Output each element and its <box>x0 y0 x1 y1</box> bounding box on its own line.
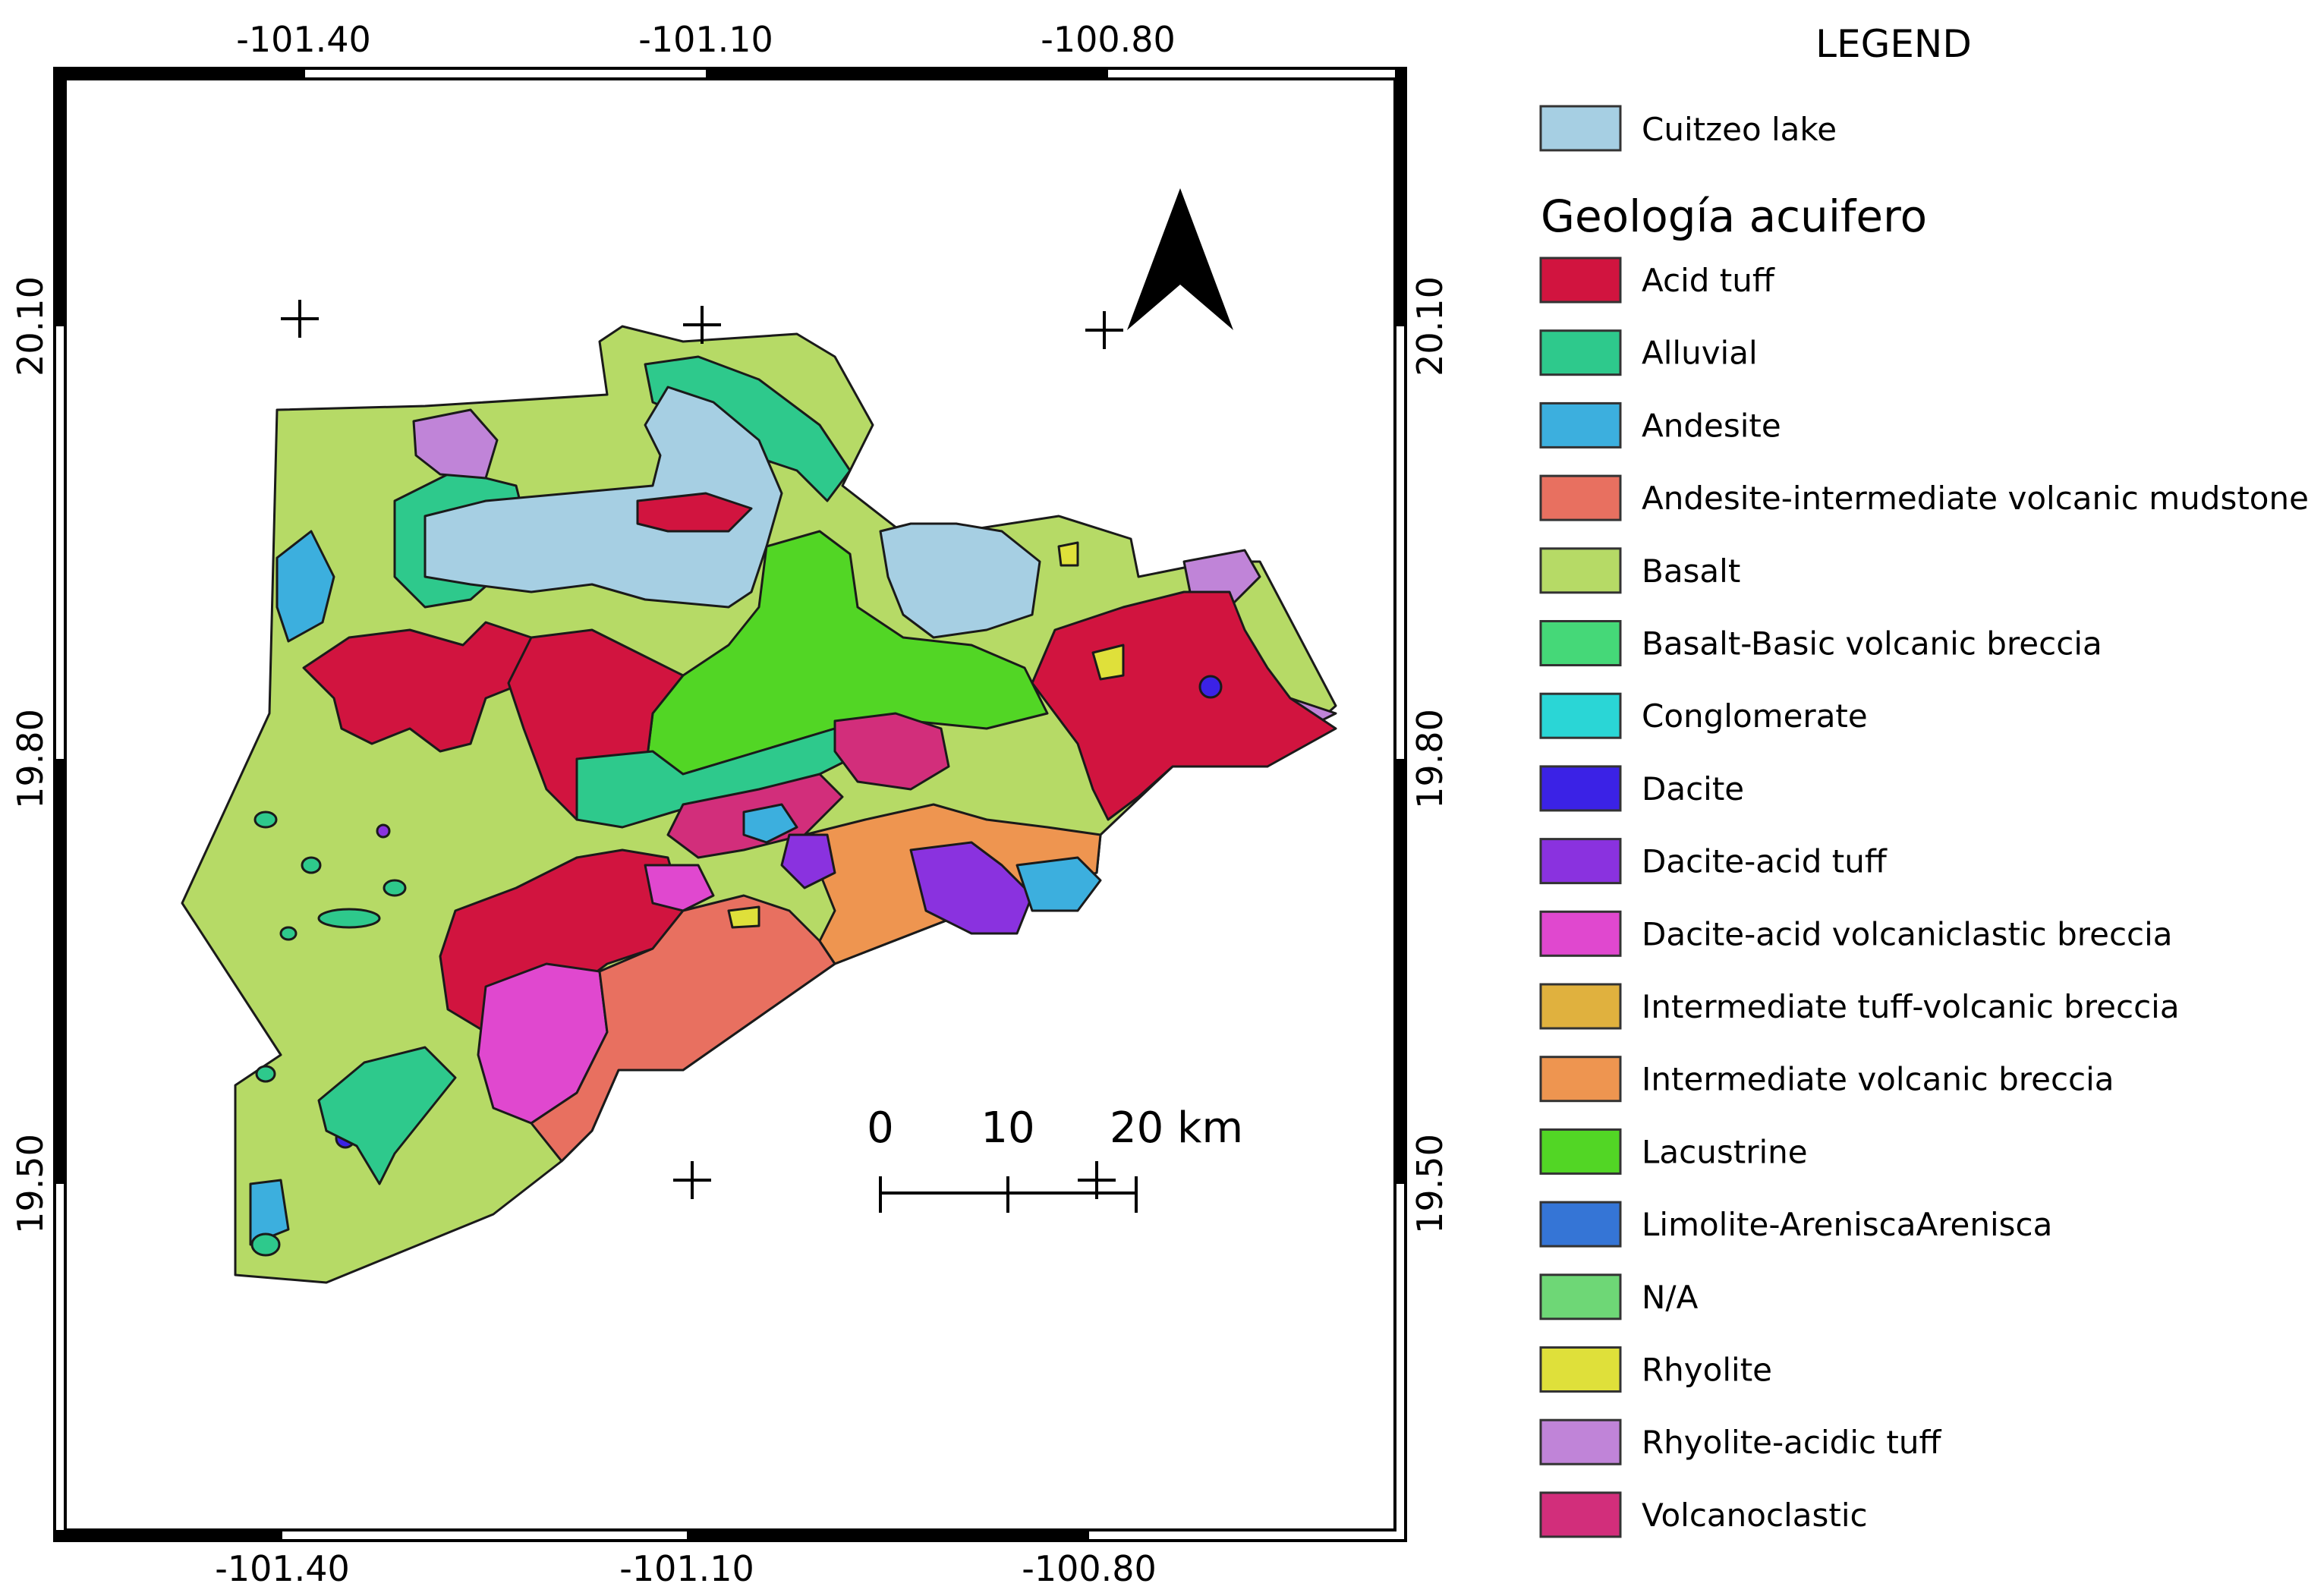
legend-label: Intermediate volcanic breccia <box>1642 1061 2114 1098</box>
left-tick-label: 20.10 <box>10 276 51 376</box>
legend-label: Basalt <box>1642 552 1740 590</box>
legend-label: Andesite-intermediate volcanic mudstone <box>1642 480 2308 517</box>
alluvial-patch <box>255 1065 276 1083</box>
legend-label: Dacite-acid volcaniclastic breccia <box>1642 915 2173 952</box>
legend-swatch <box>1539 1273 1622 1321</box>
bottom-tick-label: -101.10 <box>619 1548 754 1589</box>
legend-label: Rhyolite-acidic tuff <box>1642 1424 1942 1461</box>
legend-swatch <box>1539 983 1622 1030</box>
legend-swatch <box>1539 474 1622 521</box>
graticule-cross <box>673 1161 711 1199</box>
right-tick-labels: 20.10 19.80 19.50 <box>1409 276 1450 1234</box>
map-frame <box>53 67 1407 1542</box>
legend-swatch <box>1539 765 1622 812</box>
scale-bar: 0 10 20 km <box>867 1103 1243 1213</box>
north-arrow-icon <box>1127 188 1233 330</box>
legend-swatch-lake <box>1539 105 1622 152</box>
dacite-blob-east <box>1198 675 1223 699</box>
scale-label-20km: 20 km <box>1110 1103 1243 1153</box>
dacite-acid-breccia-central <box>644 864 715 912</box>
legend-swatch <box>1539 547 1622 594</box>
alluvial-patch <box>253 811 278 829</box>
legend-swatch <box>1539 692 1622 739</box>
rhyolite-south <box>727 905 760 929</box>
legend-swatch <box>1539 257 1622 304</box>
cuitzeo-lake-east <box>879 522 1041 639</box>
top-tick-label: -100.80 <box>1041 19 1176 60</box>
legend-group-title: Geología acuifero <box>1541 190 1927 242</box>
legend-label: Conglomerate <box>1642 697 1868 735</box>
top-tick-labels: -101.40 -101.10 -100.80 <box>236 19 1176 60</box>
dacite-blob-west <box>376 823 391 839</box>
legend-title: LEGEND <box>1815 22 1972 66</box>
legend-swatch <box>1539 1346 1622 1393</box>
right-tick-label: 19.50 <box>1409 1134 1450 1234</box>
alluvial-patch <box>317 908 381 929</box>
bottom-tick-label: -100.80 <box>1022 1548 1157 1589</box>
alluvial-patch <box>279 926 298 941</box>
legend-label: Alluvial <box>1642 335 1758 372</box>
legend-swatch <box>1539 1201 1622 1248</box>
legend-swatch <box>1539 838 1622 885</box>
volcanoclastic-east <box>833 712 950 791</box>
alluvial-patch <box>301 856 322 874</box>
legend-label: Volcanoclastic <box>1642 1497 1868 1534</box>
rhyolite-north <box>1057 541 1079 567</box>
legend-label: Acid tuff <box>1642 262 1775 299</box>
bottom-tick-labels: -101.40 -101.10 -100.80 <box>215 1548 1157 1589</box>
alluvial-south <box>317 1046 457 1185</box>
legend-label: Andesite <box>1642 407 1781 444</box>
andesite-mudstone-south <box>530 894 836 1163</box>
legend-label: Lacustrine <box>1642 1133 1808 1170</box>
legend-items: Acid tuff Alluvial Andesite Andesite-interm… <box>1539 257 2308 1538</box>
rhyolite-east <box>1091 644 1125 681</box>
rhyolite-acidic-north <box>412 408 499 480</box>
andesite-southwest <box>249 1179 290 1246</box>
acid-tuff-west <box>302 621 533 753</box>
scale-label-10: 10 <box>981 1103 1034 1153</box>
alluvial-patch <box>250 1232 281 1257</box>
legend-label-lake: Cuitzeo lake <box>1642 111 1837 148</box>
legend-swatch <box>1539 910 1622 957</box>
top-tick-label: -101.40 <box>236 19 371 60</box>
graticule-cross <box>683 306 721 344</box>
graticule-cross <box>281 300 319 338</box>
legend-label: Dacite-acid tuff <box>1642 843 1888 880</box>
graticule-cross <box>1085 311 1123 349</box>
left-tick-labels: 20.10 19.80 19.50 <box>10 276 51 1234</box>
legend-swatch <box>1539 1128 1622 1175</box>
scale-label-0: 0 <box>867 1103 894 1153</box>
legend-swatch <box>1539 329 1622 376</box>
cuitzeo-lake-west <box>424 386 783 609</box>
legend-label: N/A <box>1642 1279 1699 1316</box>
right-tick-label: 20.10 <box>1409 276 1450 376</box>
legend-swatch <box>1539 401 1622 449</box>
left-tick-label: 19.80 <box>10 709 51 809</box>
right-tick-label: 19.80 <box>1409 709 1450 809</box>
legend-label: Limolite-AreniscaArenisca <box>1642 1206 2052 1243</box>
legend-label: Intermediate tuff-volcanic breccia <box>1642 988 2180 1025</box>
geology-map <box>181 325 1337 1284</box>
legend-swatch <box>1539 1056 1622 1103</box>
andesite-west <box>276 530 335 643</box>
bottom-tick-label: -101.40 <box>215 1548 350 1589</box>
acid-tuff-island <box>636 492 753 533</box>
legend-label: Dacite <box>1642 770 1744 807</box>
legend-swatch <box>1539 1491 1622 1538</box>
legend-swatch <box>1539 1418 1622 1465</box>
top-tick-label: -101.10 <box>638 19 773 60</box>
legend: LEGEND Cuitzeo lake Geología acuifero Ac… <box>1539 22 2308 1538</box>
andesite-east <box>1015 856 1102 912</box>
dacite-acid-tuff-central <box>780 833 836 889</box>
andesite-central <box>742 803 798 844</box>
dacite-acid-tuff-east <box>909 841 1034 935</box>
legend-swatch <box>1539 620 1622 666</box>
left-tick-label: 19.50 <box>10 1134 51 1234</box>
legend-label: Basalt-Basic volcanic breccia <box>1642 625 2102 663</box>
legend-label: Rhyolite <box>1642 1352 1772 1389</box>
alluvial-patch <box>383 879 407 897</box>
